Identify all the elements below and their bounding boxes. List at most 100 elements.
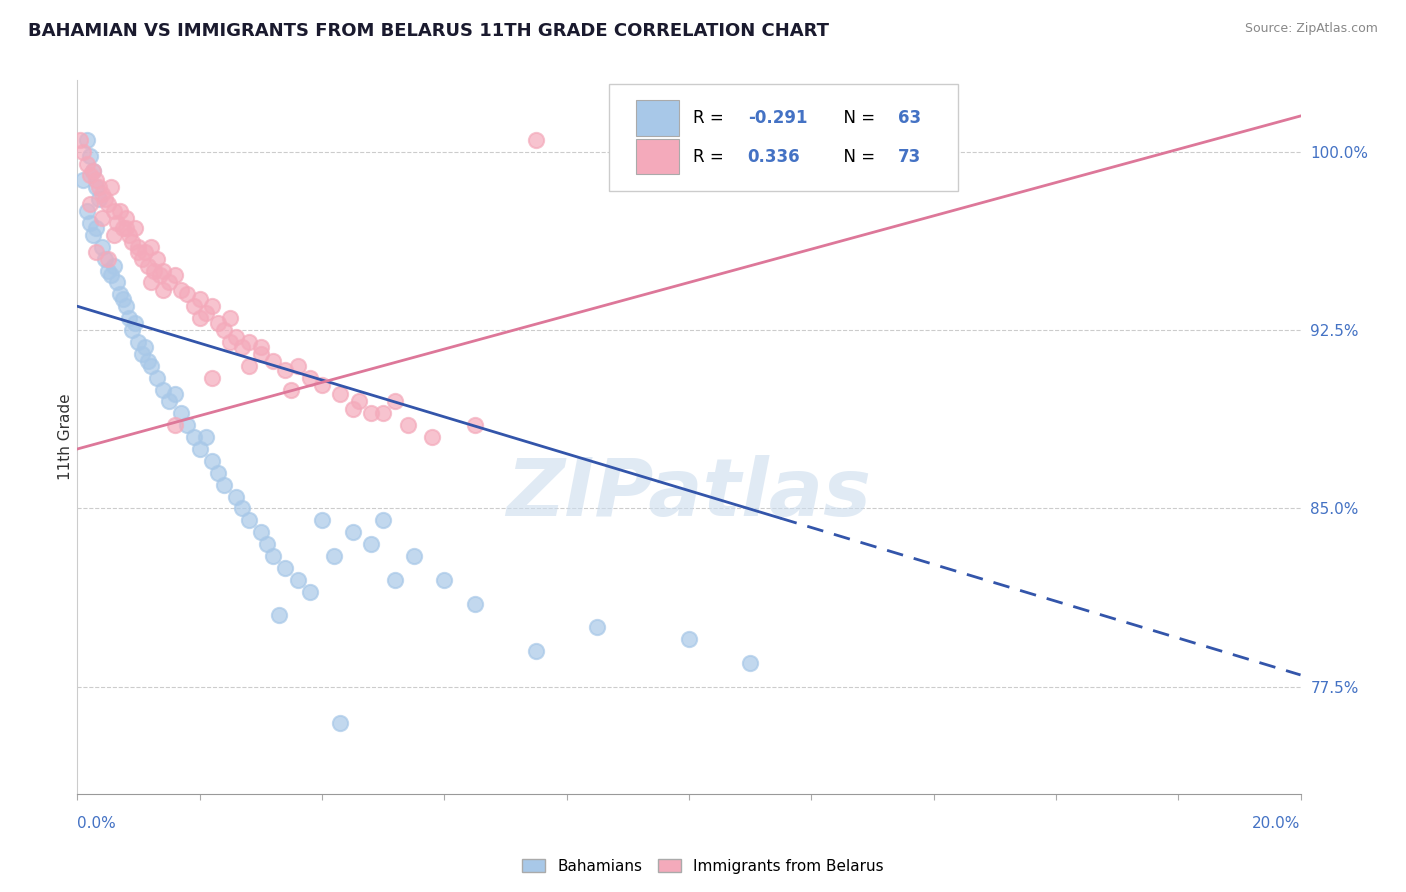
- Text: N =: N =: [834, 148, 880, 166]
- Point: [146, 252, 169, 266]
- Point: [269, 608, 291, 623]
- Point: [115, 220, 138, 235]
- Point: [524, 133, 547, 147]
- Point: [329, 387, 352, 401]
- Text: 63: 63: [898, 109, 921, 127]
- Point: [146, 370, 169, 384]
- FancyBboxPatch shape: [609, 84, 957, 191]
- Point: [201, 370, 224, 384]
- Point: [79, 216, 101, 230]
- Point: [274, 561, 297, 575]
- Point: [250, 347, 273, 361]
- Point: [124, 316, 146, 330]
- Point: [678, 632, 700, 647]
- Point: [342, 525, 364, 540]
- Point: [280, 383, 302, 397]
- Point: [103, 259, 125, 273]
- Text: 73: 73: [898, 148, 921, 166]
- Point: [250, 525, 273, 540]
- Point: [329, 715, 352, 730]
- Point: [311, 377, 333, 392]
- Point: [219, 334, 242, 349]
- Point: [298, 370, 321, 384]
- Point: [420, 430, 443, 444]
- Point: [139, 359, 162, 373]
- Point: [76, 156, 98, 170]
- Text: 0.336: 0.336: [748, 148, 800, 166]
- Point: [238, 513, 260, 527]
- Point: [194, 430, 217, 444]
- Point: [121, 323, 143, 337]
- FancyBboxPatch shape: [637, 100, 679, 136]
- Point: [256, 537, 278, 551]
- Text: R =: R =: [693, 148, 728, 166]
- Point: [82, 163, 104, 178]
- Point: [586, 620, 609, 634]
- Text: 0.0%: 0.0%: [77, 816, 117, 831]
- Point: [201, 454, 224, 468]
- Point: [82, 227, 104, 242]
- Point: [134, 244, 156, 259]
- Point: [136, 354, 159, 368]
- Point: [128, 244, 150, 259]
- Point: [225, 490, 247, 504]
- Point: [464, 418, 486, 433]
- Point: [84, 244, 107, 259]
- Point: [100, 268, 122, 283]
- Point: [142, 263, 165, 277]
- Point: [69, 133, 91, 147]
- Text: ZIPatlas: ZIPatlas: [506, 455, 872, 533]
- Point: [238, 334, 260, 349]
- Point: [124, 220, 146, 235]
- Point: [360, 537, 382, 551]
- Point: [194, 306, 217, 320]
- Point: [183, 299, 205, 313]
- Point: [118, 227, 141, 242]
- Point: [105, 216, 128, 230]
- Text: R =: R =: [693, 109, 728, 127]
- Point: [225, 330, 247, 344]
- Point: [84, 173, 107, 187]
- Point: [139, 276, 162, 290]
- Point: [139, 240, 162, 254]
- Point: [108, 204, 131, 219]
- Point: [250, 340, 273, 354]
- Point: [231, 501, 253, 516]
- Point: [360, 406, 382, 420]
- Point: [94, 192, 117, 206]
- Point: [384, 573, 406, 587]
- Point: [402, 549, 425, 563]
- Point: [262, 354, 284, 368]
- Point: [112, 220, 135, 235]
- Point: [183, 430, 205, 444]
- Text: 20.0%: 20.0%: [1253, 816, 1301, 831]
- Point: [115, 211, 138, 226]
- Point: [165, 418, 187, 433]
- Point: [298, 584, 321, 599]
- Point: [207, 316, 229, 330]
- Legend: Bahamians, Immigrants from Belarus: Bahamians, Immigrants from Belarus: [516, 853, 890, 880]
- Point: [170, 283, 193, 297]
- Point: [79, 149, 101, 163]
- Point: [188, 442, 211, 456]
- Point: [103, 227, 125, 242]
- Point: [188, 292, 211, 306]
- Point: [128, 240, 150, 254]
- Point: [212, 323, 235, 337]
- Point: [79, 169, 101, 183]
- Point: [84, 180, 107, 194]
- Point: [371, 513, 394, 527]
- Point: [188, 311, 211, 326]
- Point: [118, 311, 141, 326]
- Point: [136, 259, 159, 273]
- Point: [212, 477, 235, 491]
- Point: [176, 418, 198, 433]
- Point: [149, 268, 172, 283]
- Point: [79, 197, 101, 211]
- Point: [76, 204, 98, 219]
- Point: [464, 597, 486, 611]
- Point: [84, 220, 107, 235]
- Point: [100, 180, 122, 194]
- Point: [108, 287, 131, 301]
- Point: [176, 287, 198, 301]
